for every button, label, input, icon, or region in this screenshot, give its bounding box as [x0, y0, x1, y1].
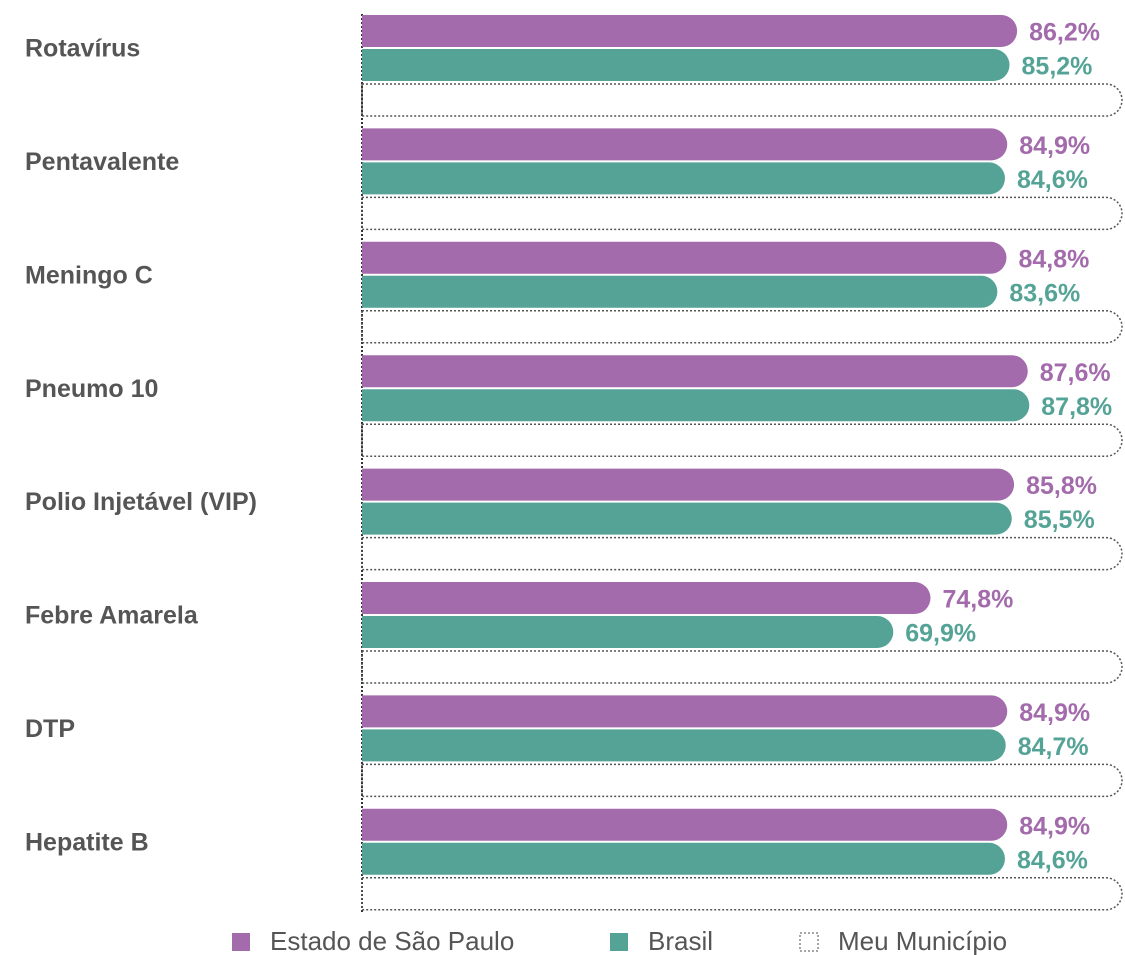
category-label: Polio Injetável (VIP)	[25, 488, 257, 516]
bar	[362, 241, 1007, 274]
bar	[362, 842, 1005, 875]
category-label: DTP	[25, 715, 75, 743]
placeholder-bar	[361, 423, 1123, 457]
bar	[362, 502, 1012, 535]
category-label: Rotavírus	[25, 35, 140, 63]
category-label: Meningo C	[25, 261, 153, 289]
placeholder-bar	[361, 196, 1123, 231]
value-label: 86,2%	[1029, 19, 1100, 47]
value-label: 84,9%	[1019, 132, 1090, 160]
value-label: 87,8%	[1041, 393, 1112, 421]
bar	[362, 15, 1018, 47]
value-label: 84,7%	[1018, 733, 1089, 761]
placeholder-bar	[361, 763, 1123, 798]
value-label: 85,8%	[1026, 472, 1097, 500]
legend-label: Meu Município	[838, 926, 1007, 955]
placeholder-bar	[361, 536, 1123, 571]
value-label: 84,8%	[1018, 245, 1089, 273]
bar	[362, 162, 1005, 195]
legend-swatch	[610, 933, 628, 951]
value-label: 84,6%	[1017, 166, 1088, 194]
placeholder-bar	[361, 83, 1123, 117]
legend-swatch	[799, 932, 819, 952]
value-label: 83,6%	[1009, 279, 1080, 307]
bar	[362, 695, 1008, 728]
placeholder-bar	[361, 310, 1123, 344]
value-label: 87,6%	[1040, 359, 1111, 387]
value-label: 84,9%	[1019, 812, 1090, 840]
placeholder-bar	[361, 877, 1123, 911]
placeholder-bar	[361, 650, 1123, 684]
bar	[362, 128, 1008, 161]
bar	[362, 49, 1010, 81]
value-label: 84,9%	[1019, 699, 1090, 727]
bar	[362, 616, 894, 648]
bar	[362, 729, 1006, 762]
value-label: 84,6%	[1017, 846, 1088, 874]
value-label: 74,8%	[942, 586, 1013, 614]
category-label: Pneumo 10	[25, 375, 158, 403]
category-label: Hepatite B	[25, 828, 149, 856]
value-label: 69,9%	[905, 620, 976, 648]
bar	[362, 275, 998, 308]
bar	[362, 468, 1015, 501]
category-label: Pentavalente	[25, 148, 179, 176]
bar	[362, 355, 1028, 388]
legend-label: Brasil	[648, 926, 713, 955]
legend-label: Estado de São Paulo	[270, 926, 514, 955]
bar	[362, 582, 931, 614]
value-label: 85,2%	[1022, 53, 1093, 81]
legend-swatch	[232, 933, 250, 951]
category-label: Febre Amarela	[25, 602, 199, 630]
bar	[362, 808, 1008, 841]
value-label: 85,5%	[1024, 506, 1095, 534]
bar	[362, 389, 1030, 422]
